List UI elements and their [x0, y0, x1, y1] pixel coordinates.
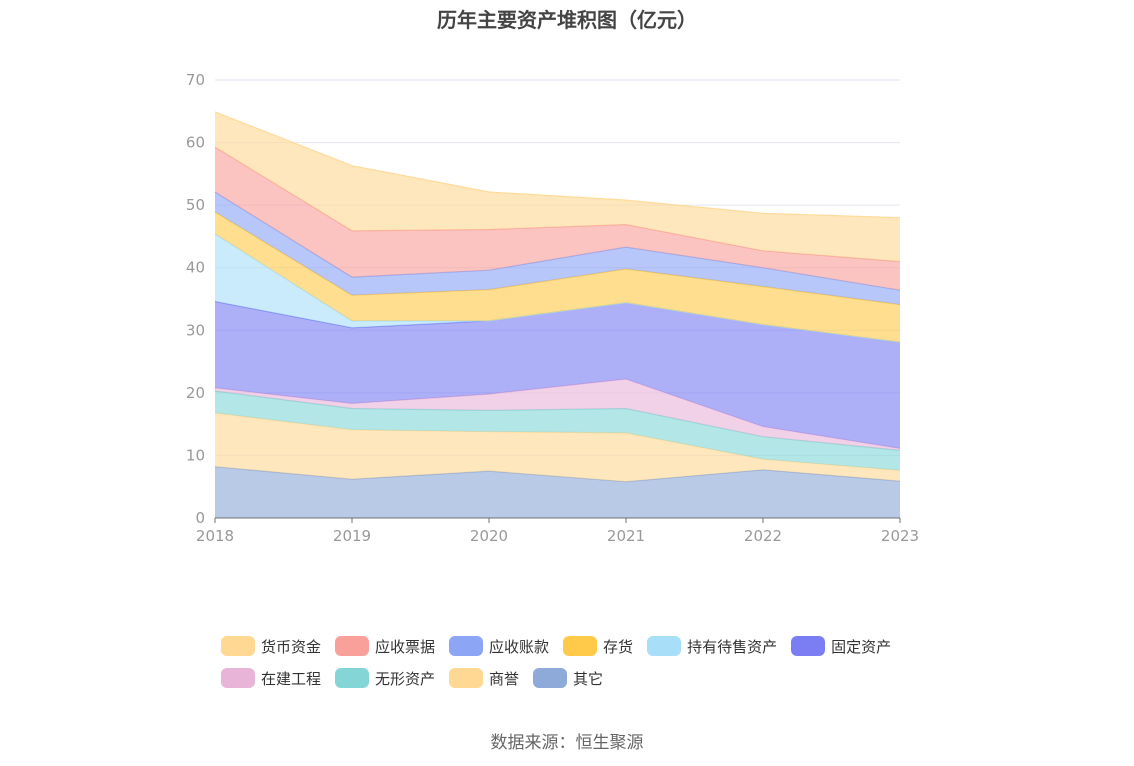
x-tick-label: 2023	[881, 527, 919, 545]
legend-label: 存货	[603, 637, 634, 656]
legend-label: 应收票据	[375, 637, 436, 656]
legend-label: 无形资产	[375, 669, 436, 688]
legend-swatch	[221, 636, 255, 656]
legend-swatch	[449, 636, 484, 656]
legend-item[interactable]: 商誉	[449, 668, 519, 689]
legend-label: 货币资金	[261, 637, 322, 656]
x-tick-label: 2022	[744, 527, 782, 545]
x-tick-label: 2018	[196, 527, 234, 545]
legend-swatch	[533, 668, 568, 688]
area-series-8[interactable]	[215, 147, 900, 291]
chart-title: 历年主要资产堆积图（亿元）	[437, 8, 697, 32]
legend-label: 固定资产	[831, 637, 892, 656]
legend-item[interactable]: 货币资金	[221, 636, 321, 657]
legend-swatch	[449, 668, 484, 688]
legend-label: 持有待售资产	[687, 637, 778, 656]
y-tick-label: 0	[195, 509, 205, 527]
area-series-7[interactable]	[215, 192, 900, 305]
chart-legend: 货币资金 应收票据 应收账款 存货 持有待售资产 固定资产 在建工程 无形资产 商誉 其它	[221, 630, 941, 694]
y-tick-label: 60	[186, 134, 205, 152]
legend-label: 应收账款	[489, 637, 550, 656]
area-series-6[interactable]	[215, 212, 900, 343]
chart-plot: 0 10 20 30 40 50 60 70 2018 2019 2020 2021 2022 2023	[186, 71, 919, 545]
legend-item[interactable]: 存货	[563, 636, 633, 657]
area-series-4[interactable]	[215, 301, 900, 449]
x-tick-label: 2021	[607, 527, 645, 545]
legend-row: 货币资金 应收票据 应收账款 存货 持有待售资产 固定资产	[221, 630, 941, 662]
legend-item[interactable]: 应收账款	[449, 636, 549, 657]
y-tick-label: 10	[186, 446, 205, 464]
y-tick-label: 70	[186, 71, 205, 89]
legend-label: 其它	[573, 669, 604, 688]
legend-swatch	[335, 668, 370, 688]
y-tick-label: 20	[186, 384, 205, 402]
legend-swatch	[221, 668, 255, 688]
legend-item[interactable]: 无形资产	[335, 668, 435, 689]
legend-item[interactable]: 持有待售资产	[647, 636, 777, 657]
legend-label: 商誉	[489, 669, 520, 688]
legend-item[interactable]: 应收票据	[335, 636, 435, 657]
legend-swatch	[563, 636, 598, 656]
y-tick-label: 40	[186, 259, 205, 277]
series-line-9	[214, 111, 901, 219]
area-series-1[interactable]	[215, 412, 900, 482]
legend-row: 在建工程 无形资产 商誉 其它	[221, 662, 941, 694]
y-tick-label: 30	[186, 321, 205, 339]
area-series-9[interactable]	[215, 111, 900, 262]
area-series-0[interactable]	[215, 466, 900, 518]
legend-swatch	[647, 636, 682, 656]
area-series-3[interactable]	[215, 379, 900, 451]
legend-swatch	[791, 636, 826, 656]
legend-label: 在建工程	[261, 669, 322, 688]
x-tick-label: 2019	[333, 527, 371, 545]
source-note: 数据来源：恒生聚源	[490, 733, 644, 753]
x-tick-label: 2020	[470, 527, 508, 545]
legend-swatch	[335, 636, 370, 656]
legend-item[interactable]: 其它	[533, 668, 603, 689]
legend-item[interactable]: 固定资产	[791, 636, 891, 657]
area-series-2[interactable]	[215, 391, 900, 471]
y-tick-label: 50	[186, 196, 205, 214]
legend-item[interactable]: 在建工程	[221, 668, 321, 689]
